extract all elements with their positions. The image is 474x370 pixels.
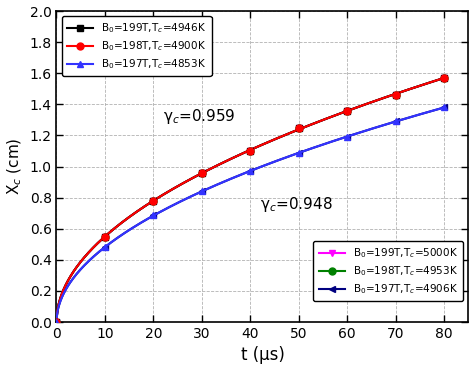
X-axis label: t (μs): t (μs) — [240, 346, 284, 364]
Text: γ$_c$=0.959: γ$_c$=0.959 — [163, 107, 235, 127]
Y-axis label: X$_c$ (cm): X$_c$ (cm) — [6, 138, 24, 195]
Legend: B$_0$=199T,T$_c$=5000K, B$_0$=198T,T$_c$=4953K, B$_0$=197T,T$_c$=4906K: B$_0$=199T,T$_c$=5000K, B$_0$=198T,T$_c$… — [313, 241, 463, 301]
Text: γ$_c$=0.948: γ$_c$=0.948 — [260, 195, 333, 213]
